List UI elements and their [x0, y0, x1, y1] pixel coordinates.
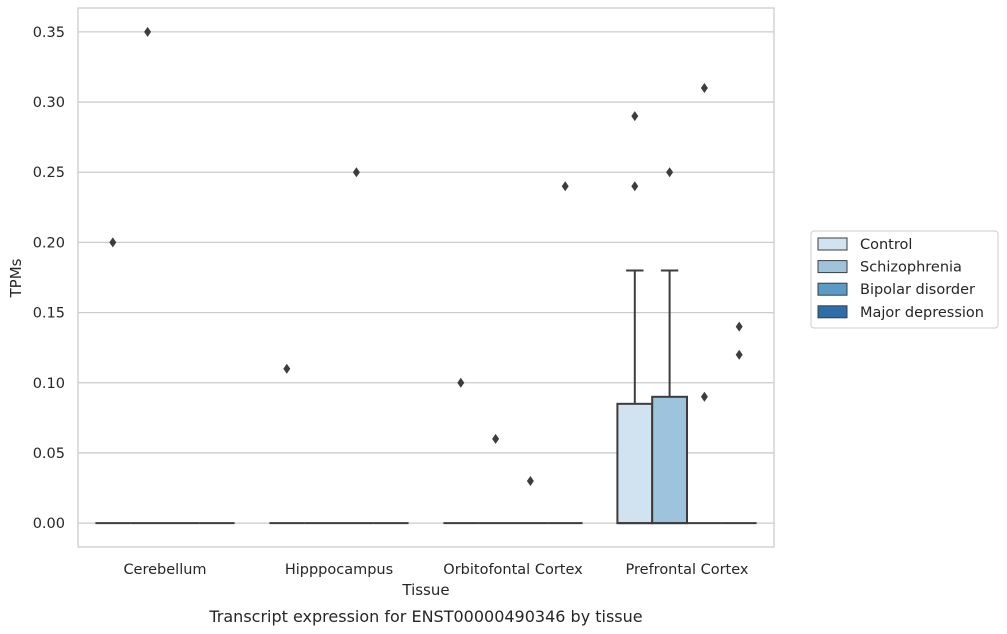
- legend-label-major-depression: Major depression: [860, 305, 984, 321]
- y-axis-title: TPMs: [7, 258, 25, 298]
- outlier-point: [631, 111, 639, 122]
- legend-label-control: Control: [860, 237, 912, 253]
- outlier-point: [352, 167, 360, 178]
- x-axis-title: Tissue: [401, 581, 449, 599]
- outlier-point: [735, 321, 743, 332]
- plot-area-frame: [77, 7, 775, 548]
- outlier-point: [492, 433, 500, 444]
- legend-swatch-bipolar-disorder: [817, 282, 848, 296]
- boxes: [95, 269, 757, 525]
- y-tick-label: 0.10: [33, 376, 65, 392]
- box-control-prefrontal-cortex: [616, 269, 654, 525]
- outlier-points: [109, 26, 743, 487]
- gridlines: [78, 31, 774, 524]
- y-tick-label: 0.30: [33, 95, 65, 111]
- outlier-point: [735, 349, 743, 360]
- y-axis: 0.00 0.05 0.10 0.15 0.20 0.25 0.30 0.35: [33, 25, 65, 532]
- legend-label-schizophrenia: Schizophrenia: [860, 260, 962, 276]
- legend: Control Schizophrenia Bipolar disorder Majo…: [810, 230, 999, 329]
- outlier-point: [666, 167, 674, 178]
- y-tick-label: 0.15: [33, 306, 65, 322]
- legend-swatch-control: [817, 237, 848, 251]
- y-tick-label: 0.05: [33, 446, 65, 462]
- outlier-point: [561, 181, 569, 192]
- box-body: [616, 402, 654, 525]
- outlier-point: [631, 181, 639, 192]
- chart-caption: Transcript expression for ENST0000049034…: [208, 607, 642, 626]
- legend-swatch-schizophrenia: [817, 260, 848, 274]
- outlier-point: [283, 363, 291, 374]
- outlier-point: [457, 377, 465, 388]
- box-body: [651, 395, 689, 525]
- outlier-point: [526, 476, 534, 487]
- x-tick-label: Hipppocampus: [285, 562, 393, 578]
- box-schizophrenia-prefrontal-cortex: [651, 269, 689, 525]
- y-tick-label: 0.35: [33, 25, 65, 41]
- x-tick-label: Prefrontal Cortex: [626, 562, 749, 578]
- outlier-point: [144, 26, 152, 37]
- legend-label-bipolar-disorder: Bipolar disorder: [860, 282, 975, 298]
- x-axis: Cerebellum Hipppocampus Orbitofontal Corte…: [123, 562, 748, 578]
- legend-swatch-major-depression: [817, 305, 848, 319]
- x-tick-label: Orbitofontal Cortex: [443, 562, 583, 578]
- legend-frame: [810, 230, 999, 329]
- outlier-point: [700, 391, 708, 402]
- y-tick-label: 0.25: [33, 165, 65, 181]
- outlier-point: [109, 237, 117, 248]
- y-tick-label: 0.00: [33, 516, 65, 532]
- outlier-point: [700, 83, 708, 94]
- x-tick-label: Cerebellum: [123, 562, 206, 578]
- y-tick-label: 0.20: [33, 235, 65, 251]
